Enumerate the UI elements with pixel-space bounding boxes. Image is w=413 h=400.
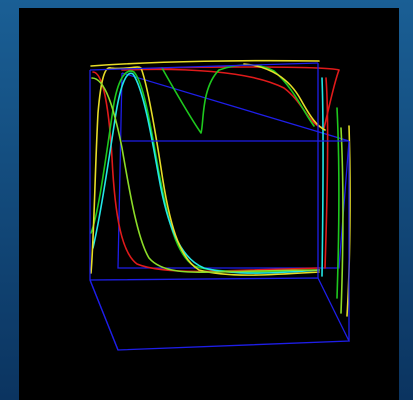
curve-green-top [161,64,315,134]
curve-yellow-mid [243,63,326,131]
3d-plot-viewport[interactable] [19,8,399,400]
curve-olive [91,77,320,274]
box-back-edges [117,72,350,269]
curve-cyan-right [321,77,324,277]
curve-yellow-top [90,59,320,67]
wireframe-plot[interactable] [19,8,399,400]
curve-red-top [121,66,340,129]
box-edge-mid-bottom [89,279,119,351]
curve-red [92,71,320,273]
box-edge-top [89,62,319,71]
box-front-edges [89,70,351,351]
curve-yellow [90,66,320,276]
curve-cyan [92,72,320,274]
curve-green-right [336,107,340,299]
curve-olive-right [340,127,344,314]
box-back-frame [117,72,350,269]
curve-red-right [324,77,329,269]
box-front-frame [89,62,351,351]
